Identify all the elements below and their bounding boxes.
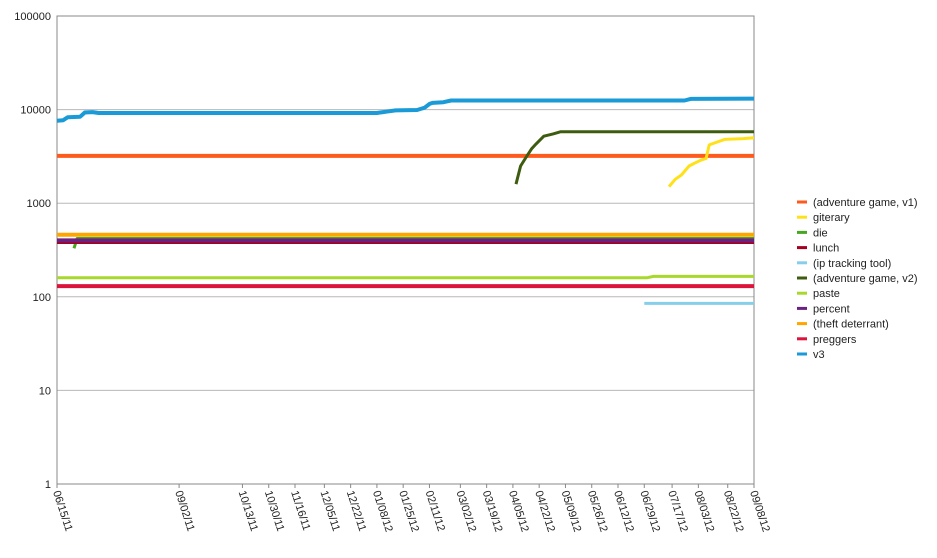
y-tick-label: 1 xyxy=(45,479,51,491)
x-tick-label: 05/26/12 xyxy=(585,489,610,533)
legend-label-die: die xyxy=(813,227,828,239)
legend: (adventure game, v1) giterary die lunch (ip … xyxy=(797,197,918,361)
x-tick-label: 01/25/12 xyxy=(396,489,421,533)
legend-label-paste: paste xyxy=(813,288,840,300)
x-tick-label: 10/30/11 xyxy=(262,489,286,533)
gridlines xyxy=(57,15,754,485)
y-tick-label: 100 xyxy=(33,292,51,304)
x-tick-label: 03/02/12 xyxy=(454,489,479,533)
legend-label-giterary: giterary xyxy=(813,212,850,224)
x-tick-label: 12/05/11 xyxy=(318,489,342,533)
legend-label-theft-deterrant: (theft deterrant) xyxy=(813,319,889,331)
x-tick-label: 10/13/11 xyxy=(236,489,260,533)
legend-label-v3: v3 xyxy=(813,349,825,361)
x-axis: 06/15/11 09/02/11 10/13/11 10/30/11 11/16/11… xyxy=(50,484,772,534)
y-tick-label: 10000 xyxy=(20,105,51,117)
y-tick-label: 100000 xyxy=(14,11,51,23)
x-tick-label: 01/08/12 xyxy=(370,489,395,533)
x-tick-label: 02/11/12 xyxy=(423,489,447,533)
y-tick-label: 10 xyxy=(39,385,51,397)
series-lines xyxy=(56,96,755,305)
series-line-paste xyxy=(57,274,754,280)
x-tick-label: 03/19/12 xyxy=(480,489,505,533)
x-tick-label: 06/12/12 xyxy=(611,489,636,533)
legend-label-preggers: preggers xyxy=(813,334,857,346)
series-line-v3 xyxy=(56,96,755,123)
series-line-adventure-game-v2 xyxy=(514,130,754,185)
x-tick-label: 07/17/12 xyxy=(665,489,690,533)
y-tick-label: 1000 xyxy=(27,198,51,210)
x-tick-label: 11/16/11 xyxy=(288,489,312,532)
legend-label-adventure-game-v1: (adventure game, v1) xyxy=(813,197,918,209)
x-tick-label: 06/29/12 xyxy=(637,489,662,533)
x-tick-label: 09/02/11 xyxy=(172,489,196,533)
x-tick-label: 08/03/12 xyxy=(692,489,717,533)
x-tick-label: 04/22/12 xyxy=(532,489,557,533)
x-tick-label: 06/15/11 xyxy=(50,489,74,533)
y-axis: 1 10 100 1000 10000 100000 xyxy=(14,11,51,491)
legend-label-percent: percent xyxy=(813,303,850,315)
x-tick-label: 09/08/12 xyxy=(747,489,772,533)
legend-label-ip-tracking-tool: (ip tracking tool) xyxy=(813,258,891,270)
x-tick-label: 04/05/12 xyxy=(506,489,531,533)
series-line-giterary xyxy=(667,136,755,188)
x-tick-label: 05/09/12 xyxy=(559,489,584,533)
plot-area xyxy=(56,15,755,485)
legend-label-lunch: lunch xyxy=(813,243,839,255)
x-tick-label: 12/22/11 xyxy=(344,489,368,533)
x-tick-label: 08/22/12 xyxy=(721,489,746,533)
legend-label-adventure-game-v2: (adventure game, v2) xyxy=(813,273,918,285)
